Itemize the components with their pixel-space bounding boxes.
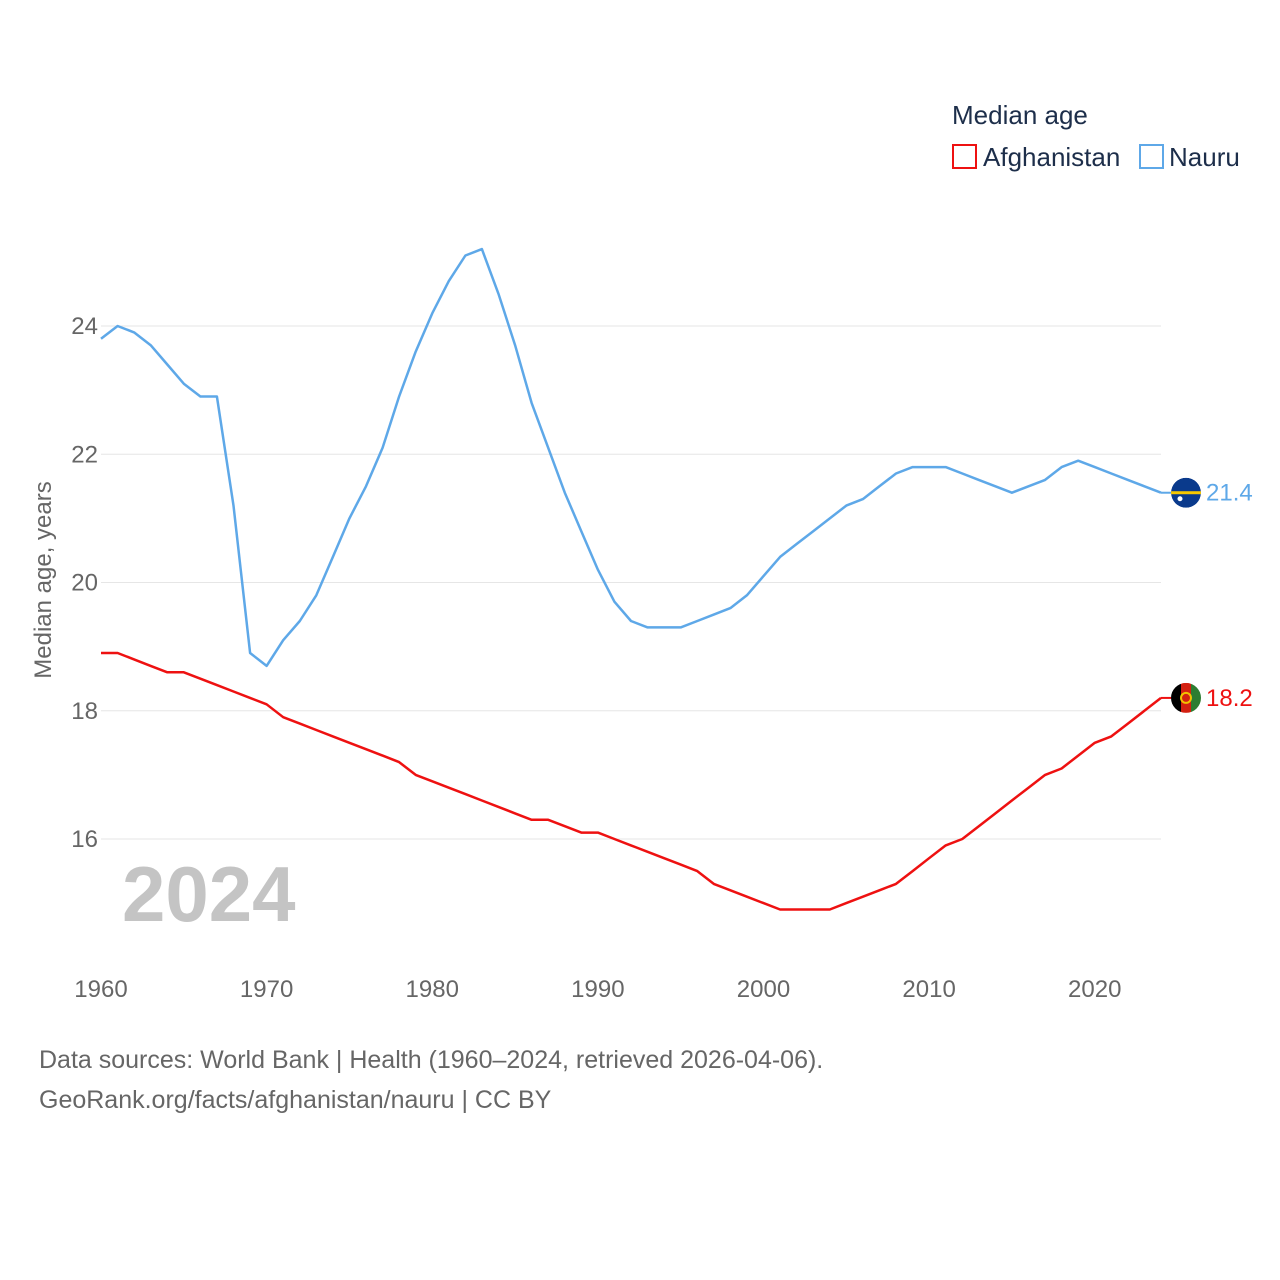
legend-title: Median age xyxy=(952,100,1088,130)
x-tick-label-1980: 1980 xyxy=(406,976,459,1003)
x-tick-label-1960: 1960 xyxy=(74,976,127,1003)
series-line-afghanistan[interactable] xyxy=(101,651,1162,911)
year-watermark: 2024 xyxy=(122,850,296,938)
gridlines xyxy=(101,325,1161,840)
legend: Median age Afghanistan Nauru xyxy=(952,100,1240,172)
x-tick-label-2020: 2020 xyxy=(1068,976,1121,1003)
x-tick-label-1970: 1970 xyxy=(240,976,293,1003)
y-axis-ticks: 16 18 20 22 24 xyxy=(71,313,98,853)
x-tick-label-2000: 2000 xyxy=(737,976,790,1003)
legend-label-afghanistan: Afghanistan xyxy=(983,142,1120,172)
legend-swatch-nauru xyxy=(1139,144,1164,169)
y-tick-label-22: 22 xyxy=(71,441,98,468)
legend-item-afghanistan[interactable]: Afghanistan xyxy=(952,142,1120,172)
y-tick-label-16: 16 xyxy=(71,826,98,853)
nauru-end-value: 21.4 xyxy=(1206,480,1253,507)
y-tick-label-18: 18 xyxy=(71,698,98,725)
series-lines xyxy=(100,247,1162,911)
y-tick-label-20: 20 xyxy=(71,570,98,597)
afghanistan-flag-icon xyxy=(1171,682,1201,713)
legend-swatch-afghanistan xyxy=(952,144,977,169)
y-axis-title: Median age, years xyxy=(30,481,57,678)
x-tick-label-2010: 2010 xyxy=(902,976,955,1003)
x-tick-label-1990: 1990 xyxy=(571,976,624,1003)
afghanistan-end-marker: 18.2 xyxy=(1161,682,1253,713)
afghanistan-end-value: 18.2 xyxy=(1206,685,1253,712)
legend-item-nauru[interactable]: Nauru xyxy=(1139,142,1240,172)
legend-label-nauru: Nauru xyxy=(1169,142,1240,172)
footer-link[interactable]: GeoRank.org/facts/afghanistan/nauru | CC… xyxy=(39,1086,552,1114)
nauru-flag-icon xyxy=(1171,477,1201,508)
footer-source: Data sources: World Bank | Health (1960–… xyxy=(39,1046,823,1074)
x-axis-ticks: 1960 1970 1980 1990 2000 2010 2020 xyxy=(74,976,1121,1003)
nauru-end-marker: 21.4 xyxy=(1161,477,1253,508)
y-tick-label-24: 24 xyxy=(71,313,98,340)
series-line-nauru[interactable] xyxy=(100,247,1162,668)
